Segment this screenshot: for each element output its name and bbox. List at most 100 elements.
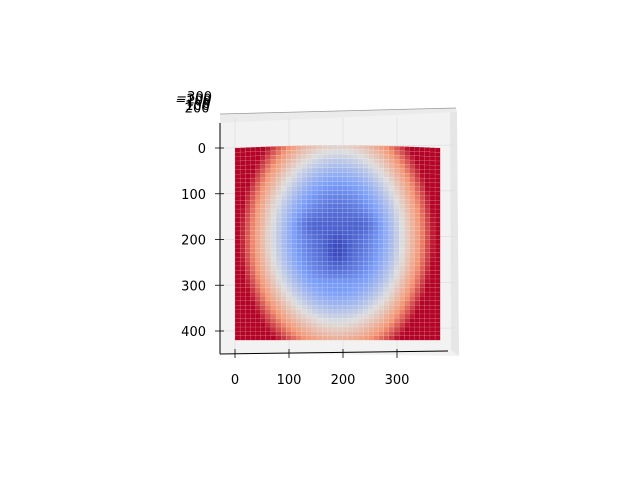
surface-cell (419, 147, 426, 152)
surface-cell (296, 269, 302, 275)
surface-cell (270, 287, 277, 293)
surface-cell (265, 322, 272, 328)
surface-cell (311, 185, 318, 191)
surface-cell (429, 165, 436, 170)
surface-cell (383, 291, 390, 297)
surface-cell (409, 177, 415, 183)
surface-cell (388, 177, 395, 183)
surface-cell (357, 313, 364, 319)
surface-cell (296, 185, 302, 191)
surface-cell (311, 296, 318, 302)
surface-cell (357, 274, 364, 280)
surface-cell (388, 326, 395, 332)
surface-cell (327, 269, 333, 275)
surface-cell (337, 256, 343, 262)
surface-cell (388, 230, 395, 236)
surface-cell (322, 176, 328, 182)
surface-cell (398, 313, 405, 319)
surface-cell (434, 300, 441, 306)
surface-cell (378, 177, 385, 182)
surface-cell (347, 203, 354, 209)
surface-cell (383, 274, 390, 280)
surface-cell (414, 265, 420, 271)
surface-cell (234, 252, 241, 258)
surface-cell (347, 291, 354, 297)
surface-cell (388, 248, 395, 253)
surface-cell (347, 221, 354, 227)
surface-cell (301, 243, 308, 249)
surface-cell (398, 326, 405, 332)
surface-cell (404, 252, 410, 258)
surface-cell (393, 335, 400, 341)
surface-cell (337, 239, 343, 244)
surface-cell (280, 186, 287, 191)
surface-cell (306, 221, 313, 227)
surface-cell (311, 230, 318, 236)
surface-cell (245, 300, 251, 306)
surface-cell (265, 204, 272, 209)
surface-cell (337, 291, 343, 297)
surface-cell (388, 208, 395, 214)
surface-cell (342, 318, 349, 323)
surface-cell (409, 300, 415, 306)
surface-cell (275, 212, 282, 218)
surface-cell (234, 235, 241, 240)
surface-cell (434, 195, 441, 201)
surface-cell (332, 269, 338, 275)
surface-cell (322, 252, 328, 258)
surface-cell (286, 261, 292, 267)
surface-cell (419, 164, 426, 170)
surface-cell (316, 172, 323, 178)
surface-cell (352, 221, 359, 227)
surface-cell (357, 172, 364, 178)
surface-cell (393, 203, 400, 209)
surface-cell (393, 265, 400, 271)
surface-cell (393, 256, 400, 262)
surface-cell (270, 234, 277, 240)
surface-cell (404, 212, 410, 218)
surface-cell (388, 145, 395, 151)
surface-cell (424, 296, 431, 302)
surface-cell (393, 199, 400, 205)
surface-cell (398, 199, 405, 205)
surface-cell (291, 283, 297, 288)
surface-cell (404, 243, 410, 249)
surface-cell (398, 181, 405, 187)
surface-cell (393, 283, 400, 288)
surface-cell (280, 326, 287, 332)
surface-cell (352, 326, 359, 332)
surface-cell (363, 256, 369, 262)
surface-cell (347, 230, 354, 236)
surface-cell (398, 217, 405, 223)
surface-cell (434, 178, 441, 184)
surface-cell (327, 167, 333, 173)
surface-cell (342, 230, 349, 236)
surface-cell (255, 335, 261, 341)
surface-cell (250, 331, 256, 337)
surface-cell (265, 305, 272, 310)
surface-cell (322, 305, 328, 310)
surface-cell (414, 151, 420, 157)
surface-cell (378, 269, 385, 275)
surface-cell (306, 239, 313, 244)
surface-cell (250, 261, 256, 267)
surface-cell (398, 291, 405, 297)
surface-cell (337, 296, 343, 302)
surface-cell (286, 221, 292, 227)
surface-cell (322, 199, 328, 204)
surface-cell (234, 296, 241, 302)
surface-cell (419, 291, 426, 297)
surface-cell (429, 182, 436, 188)
surface-cell (363, 335, 369, 341)
surface-cell (306, 234, 313, 240)
surface-cell (255, 313, 261, 319)
surface-cell (373, 149, 379, 155)
surface-cell (280, 172, 287, 178)
surface-cell (357, 243, 364, 249)
surface-cell (419, 305, 426, 310)
surface-cell (352, 181, 359, 187)
surface-cell (280, 203, 287, 209)
surface-cell (424, 226, 431, 232)
surface-cell (332, 167, 338, 173)
surface-cell (342, 194, 349, 200)
